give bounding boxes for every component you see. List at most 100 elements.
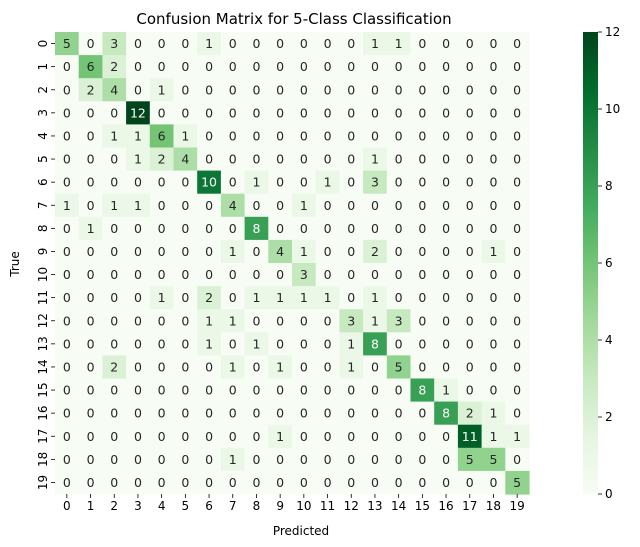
cell-value-label: 0 [134, 267, 142, 282]
cell-value-label: 0 [513, 383, 521, 398]
heatmap-cell [220, 193, 246, 218]
heatmap-cell [78, 124, 103, 149]
x-tick-label: 17 [462, 499, 477, 513]
cell-value-label: 0 [371, 221, 379, 236]
heatmap-cell [410, 78, 435, 102]
cell-value-label: 0 [442, 290, 450, 305]
heatmap-cell [102, 401, 127, 426]
cell-value-label: 0 [489, 313, 497, 328]
cell-value-label: 0 [324, 82, 332, 97]
cell-value-label: 0 [418, 244, 426, 259]
cell-value-label: 0 [181, 429, 189, 444]
cell-value-label: 1 [229, 359, 237, 374]
heatmap-cell [292, 124, 317, 149]
cell-value-label: 0 [110, 313, 118, 328]
heatmap-cell [292, 170, 317, 195]
cell-value-label: 8 [371, 336, 379, 351]
heatmap-cell [434, 470, 459, 495]
cell-value-label: 0 [513, 313, 521, 328]
chart-title: Confusion Matrix for 5-Class Classificat… [136, 10, 451, 28]
cell-value-label: 0 [63, 359, 71, 374]
cell-value-label: 0 [110, 290, 118, 305]
cell-value-label: 0 [63, 128, 71, 143]
cell-value-label: 0 [371, 452, 379, 467]
cell-value-label: 0 [134, 313, 142, 328]
heatmap-cell [149, 263, 175, 287]
y-tick-label: 1 [36, 63, 50, 71]
cell-value-label: 0 [513, 244, 521, 259]
cell-value-label: 0 [158, 359, 166, 374]
cell-value-label: 0 [134, 406, 142, 421]
heatmap-cell [197, 309, 222, 333]
cell-value-label: 0 [181, 105, 189, 120]
cell-value-label: 0 [158, 175, 166, 190]
cell-value-label: 0 [418, 105, 426, 120]
heatmap-cell [457, 401, 483, 426]
cell-value-label: 3 [395, 313, 403, 328]
cell-value-label: 0 [229, 406, 237, 421]
heatmap-cells: 5 0 3 0 0 0 1 0 0 0 0 0 0 1 1 0 0 0 0 00 6 2 0 0 0 0 0 0 0 0 0 0 0 0 0 0 0 0 0… [55, 32, 530, 495]
heatmap-cell [78, 78, 103, 102]
heatmap-cell [410, 309, 435, 333]
cell-value-label: 0 [205, 59, 213, 74]
cell-value-label: 0 [229, 336, 237, 351]
cell-value-label: 0 [205, 244, 213, 259]
heatmap-cell [339, 101, 364, 125]
cell-value-label: 0 [181, 175, 189, 190]
heatmap-cell [55, 124, 80, 149]
heatmap-cell [481, 378, 506, 403]
cell-value-label: 1 [371, 36, 379, 51]
cell-value-label: 1 [134, 128, 142, 143]
cell-value-label: 0 [395, 59, 403, 74]
heatmap-cell [268, 239, 293, 264]
heatmap-cell [292, 332, 317, 356]
cell-value-label: 0 [418, 267, 426, 282]
heatmap-cell [126, 55, 151, 79]
cell-value-label: 0 [181, 359, 189, 374]
cell-value-label: 0 [418, 36, 426, 51]
cell-value-label: 0 [466, 36, 474, 51]
cell-value-label: 1 [324, 175, 332, 190]
heatmap-cell [410, 401, 435, 426]
heatmap-cell [363, 216, 388, 241]
heatmap-cell [268, 147, 293, 172]
cell-value-label: 0 [252, 429, 260, 444]
cell-value-label: 0 [110, 105, 118, 120]
cell-value-label: 5 [395, 359, 403, 374]
cell-value-label: 0 [324, 244, 332, 259]
heatmap-cell [292, 286, 317, 310]
heatmap-cell [505, 170, 530, 195]
heatmap-cell [292, 424, 317, 449]
cell-value-label: 1 [276, 359, 284, 374]
heatmap-cell [410, 355, 435, 380]
y-tick-label: 18 [36, 452, 50, 467]
cell-value-label: 0 [229, 128, 237, 143]
cell-value-label: 0 [63, 105, 71, 120]
cell-value-label: 0 [466, 336, 474, 351]
cell-value-label: 0 [158, 36, 166, 51]
cell-value-label: 0 [276, 128, 284, 143]
cell-value-label: 0 [489, 59, 497, 74]
heatmap-cell [55, 424, 80, 449]
heatmap-cell [505, 78, 530, 102]
cell-value-label: 0 [371, 475, 379, 490]
cell-value-label: 0 [276, 383, 284, 398]
heatmap-cell [386, 124, 412, 149]
heatmap-cell [434, 401, 459, 426]
heatmap-cell [126, 170, 151, 195]
heatmap-cell [457, 332, 483, 356]
heatmap-cell [220, 286, 246, 310]
heatmap-cell [315, 101, 340, 125]
cell-value-label: 0 [134, 383, 142, 398]
cell-value-label: 0 [205, 128, 213, 143]
cell-value-label: 1 [347, 359, 355, 374]
heatmap-cell [244, 470, 269, 495]
heatmap-cell [315, 170, 340, 195]
heatmap-cell [78, 470, 103, 495]
cell-value-label: 0 [395, 244, 403, 259]
cell-value-label: 0 [276, 452, 284, 467]
heatmap-cell [244, 378, 269, 403]
y-tick-label: 19 [36, 475, 50, 490]
heatmap-cell [197, 78, 222, 102]
heatmap-cell [386, 286, 412, 310]
